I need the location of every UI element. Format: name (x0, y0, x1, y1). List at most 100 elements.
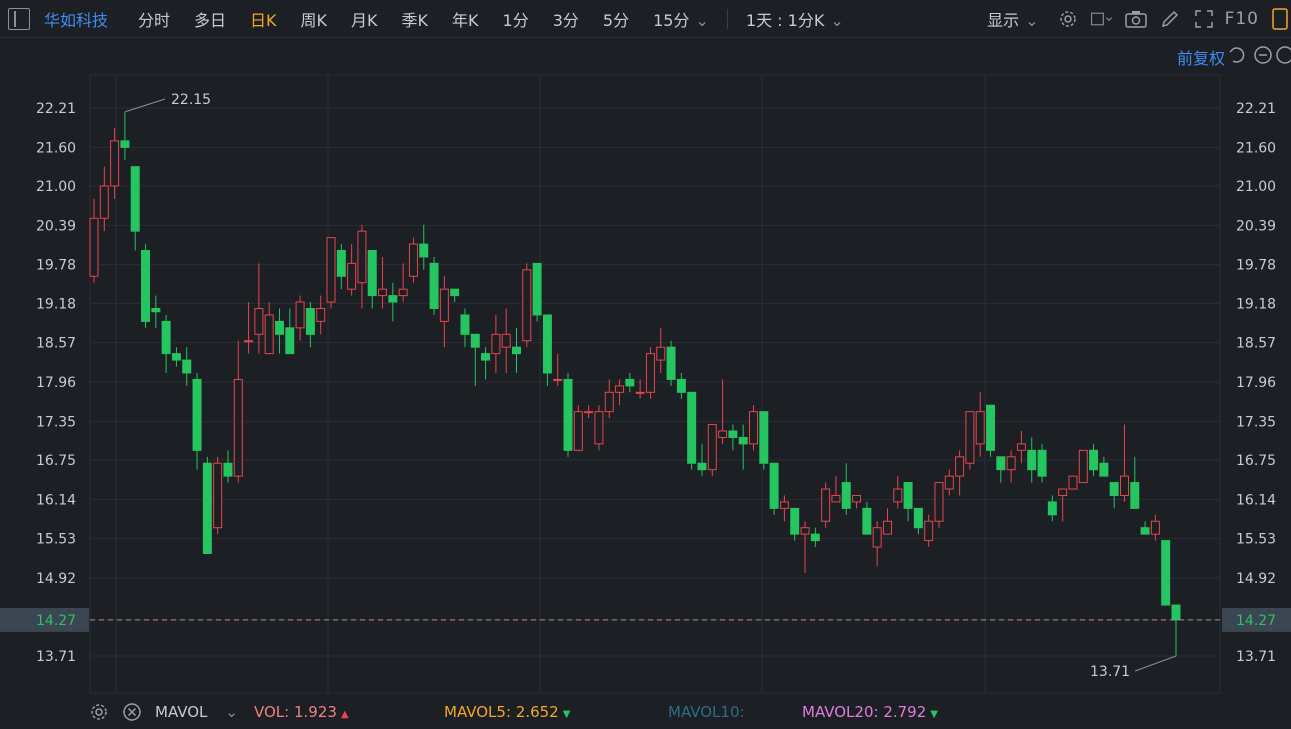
current-price-label-right: 14.27 (1236, 613, 1276, 629)
settings-gear-icon[interactable] (1057, 8, 1079, 30)
up-arrow-icon: ▲ (340, 709, 349, 720)
candle-body (450, 288, 460, 297)
candle-body (439, 288, 449, 322)
candle-body (367, 249, 377, 297)
tab-yearly-k[interactable]: 年K (452, 10, 479, 30)
candle-body (944, 475, 954, 490)
indicator-legend: MAVOL ⌄ VOL: 1.923 ▲ MAVOL5: 2.652 ▼ MAVOL1… (0, 699, 1291, 727)
candle-body (656, 346, 666, 361)
candle-body (553, 378, 563, 381)
candle-body (604, 391, 614, 413)
candle-body (707, 424, 717, 471)
side-panel-icon[interactable] (1269, 8, 1291, 30)
candle-body (965, 411, 975, 464)
candle-body (481, 353, 491, 361)
candle-body (532, 262, 542, 316)
stock-name[interactable]: 华如科技 (44, 10, 109, 30)
y-tick-label-left: 15.53 (36, 532, 76, 548)
candle-body (635, 391, 645, 394)
tab-1min[interactable]: 1分 (502, 10, 529, 30)
undo-icon[interactable] (1227, 45, 1249, 67)
candle-body (274, 320, 284, 335)
tab-multi-day[interactable]: 多日 (194, 10, 227, 30)
tab-daily-k[interactable]: 日K (250, 10, 277, 30)
candle-body (244, 340, 254, 343)
candle-body (398, 288, 408, 297)
y-tick-label-left: 14.92 (36, 571, 76, 587)
candlestick-chart[interactable]: 22.21 22.21 21.60 21.60 21.00 21.00 20.39 20.39… (0, 0, 1291, 700)
candle-body (1099, 462, 1109, 477)
plus-icon[interactable] (1275, 45, 1291, 67)
candle-body (1037, 449, 1047, 477)
tab-3min[interactable]: 3分 (552, 10, 579, 30)
y-tick-label-right: 21.60 (1236, 140, 1276, 156)
candle-body (388, 295, 398, 303)
candle-body (893, 488, 903, 503)
tab-weekly-k[interactable]: 周K (300, 10, 328, 30)
zoom-out-icon[interactable] (1253, 45, 1275, 67)
chevron-down-icon: ⌄ (225, 703, 238, 721)
vol-label: VOL: 1.923 (254, 703, 337, 721)
candle-body (728, 430, 738, 438)
tab-quarterly-k[interactable]: 季K (401, 10, 429, 30)
candle-body (1109, 482, 1119, 496)
candle-body (573, 411, 583, 451)
candle-body (1068, 475, 1078, 490)
candle-body (1161, 540, 1171, 606)
candle-body (522, 269, 532, 342)
legend-close-icon[interactable] (122, 702, 142, 726)
candle-body (882, 520, 892, 535)
tab-monthly-k[interactable]: 月K (351, 10, 378, 30)
indicator-select[interactable]: MAVOL ⌄ (155, 703, 238, 721)
candle-body (852, 494, 862, 503)
candle-body (934, 482, 944, 522)
candle-body (563, 378, 573, 451)
legend-settings-gear-icon[interactable] (89, 702, 109, 726)
f10-button[interactable]: F10 (1224, 9, 1259, 29)
adjust-mode-label[interactable]: 前复权 (1176, 49, 1225, 68)
candle-body (89, 217, 99, 277)
sidebar-toggle-icon[interactable] (8, 7, 30, 30)
candle-body (285, 327, 295, 355)
candle-body (1006, 456, 1016, 471)
display-dropdown[interactable]: 显示 (975, 7, 1050, 31)
candle-body (615, 385, 625, 393)
camera-icon[interactable] (1124, 8, 1147, 30)
candle-body (110, 140, 120, 187)
candle-body (903, 482, 913, 509)
candle-body (986, 404, 996, 451)
tab-fenshi[interactable]: 分时 (138, 10, 171, 30)
candle-body (872, 527, 882, 548)
candle-body (1119, 475, 1129, 496)
mavol20-label: MAVOL20: 2.792 (802, 703, 927, 721)
candle-body (769, 462, 779, 509)
candle-body (305, 308, 315, 335)
candle-body (264, 314, 274, 355)
plot-frame (89, 74, 1221, 694)
candle-body (1078, 449, 1088, 484)
interval-select[interactable]: 15分 (641, 7, 721, 31)
candle-body (141, 249, 151, 322)
fullscreen-icon[interactable] (1193, 8, 1215, 30)
pencil-icon[interactable] (1159, 8, 1181, 30)
candle-body (800, 527, 810, 535)
candle-body (821, 488, 831, 522)
candle-body (749, 411, 759, 445)
candle-body (738, 436, 748, 445)
tab-5min[interactable]: 5分 (602, 10, 630, 30)
candle-body (254, 308, 264, 335)
candle-body (501, 333, 511, 348)
candle-body (192, 378, 202, 451)
multi-day-select[interactable]: 1天 : 1分K (734, 7, 856, 31)
y-tick-label-right: 16.14 (1236, 492, 1276, 508)
chart-toolbar: 华如科技 分时 多日 日K 周K 月K 季K 年K 1分 3分 5分 15分 1… (0, 0, 1291, 38)
candle-body (862, 507, 872, 535)
checkbox-dropdown-icon[interactable] (1090, 8, 1113, 30)
candle-body (202, 462, 212, 554)
down-arrow-icon: ▼ (562, 709, 571, 720)
y-tick-label-left: 18.57 (36, 336, 76, 352)
candle-body (316, 308, 326, 322)
y-tick-label-right: 17.35 (1236, 414, 1276, 430)
y-tick-label-left: 19.78 (36, 258, 76, 274)
y-tick-label-right: 16.75 (1236, 453, 1276, 469)
